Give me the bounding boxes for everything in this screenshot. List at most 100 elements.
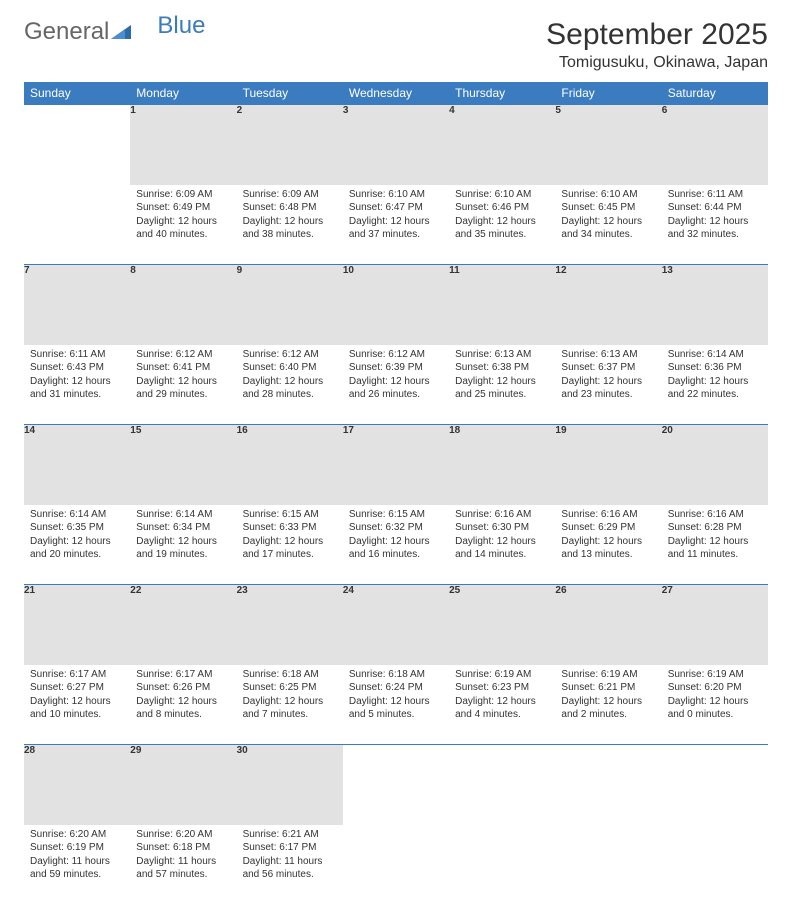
day-number	[449, 745, 555, 825]
day-number: 23	[237, 585, 343, 665]
day-number: 22	[130, 585, 236, 665]
day-cell: Sunrise: 6:10 AMSunset: 6:45 PMDaylight:…	[555, 185, 661, 265]
daylight-text: Daylight: 12 hours and 40 minutes.	[136, 215, 230, 242]
day-cell: Sunrise: 6:11 AMSunset: 6:43 PMDaylight:…	[24, 345, 130, 425]
day-number	[24, 105, 130, 185]
sunset-text: Sunset: 6:19 PM	[30, 841, 124, 855]
logo-text-blue: Blue	[157, 12, 205, 40]
sunrise-text: Sunrise: 6:12 AM	[349, 348, 443, 362]
sunset-text: Sunset: 6:40 PM	[243, 361, 337, 375]
day-number: 20	[662, 425, 768, 505]
sunset-text: Sunset: 6:33 PM	[243, 521, 337, 535]
day-cell: Sunrise: 6:20 AMSunset: 6:18 PMDaylight:…	[130, 825, 236, 905]
daylight-text: Daylight: 12 hours and 38 minutes.	[243, 215, 337, 242]
day-cell: Sunrise: 6:14 AMSunset: 6:36 PMDaylight:…	[662, 345, 768, 425]
day-cell: Sunrise: 6:19 AMSunset: 6:20 PMDaylight:…	[662, 665, 768, 745]
day-cell: Sunrise: 6:10 AMSunset: 6:47 PMDaylight:…	[343, 185, 449, 265]
sunset-text: Sunset: 6:49 PM	[136, 201, 230, 215]
daylight-text: Daylight: 12 hours and 31 minutes.	[30, 375, 124, 402]
sunset-text: Sunset: 6:21 PM	[561, 681, 655, 695]
sunrise-text: Sunrise: 6:20 AM	[30, 828, 124, 842]
logo-text-general: General	[24, 18, 109, 46]
sunrise-text: Sunrise: 6:12 AM	[136, 348, 230, 362]
day-number: 27	[662, 585, 768, 665]
day-content-row: Sunrise: 6:09 AMSunset: 6:49 PMDaylight:…	[24, 185, 768, 265]
daylight-text: Daylight: 12 hours and 10 minutes.	[30, 695, 124, 722]
day-number: 28	[24, 745, 130, 825]
daylight-text: Daylight: 11 hours and 57 minutes.	[136, 855, 230, 882]
daylight-text: Daylight: 12 hours and 35 minutes.	[455, 215, 549, 242]
sunset-text: Sunset: 6:32 PM	[349, 521, 443, 535]
daynum-row: 123456	[24, 105, 768, 185]
daynum-row: 78910111213	[24, 265, 768, 345]
sunrise-text: Sunrise: 6:12 AM	[243, 348, 337, 362]
day-cell	[24, 185, 130, 265]
sunrise-text: Sunrise: 6:10 AM	[349, 188, 443, 202]
day-cell: Sunrise: 6:10 AMSunset: 6:46 PMDaylight:…	[449, 185, 555, 265]
sunset-text: Sunset: 6:46 PM	[455, 201, 549, 215]
daylight-text: Daylight: 12 hours and 19 minutes.	[136, 535, 230, 562]
day-cell: Sunrise: 6:19 AMSunset: 6:23 PMDaylight:…	[449, 665, 555, 745]
calendar-body: 123456Sunrise: 6:09 AMSunset: 6:49 PMDay…	[24, 105, 768, 905]
sunset-text: Sunset: 6:26 PM	[136, 681, 230, 695]
day-number: 29	[130, 745, 236, 825]
daylight-text: Daylight: 11 hours and 56 minutes.	[243, 855, 337, 882]
day-content-row: Sunrise: 6:20 AMSunset: 6:19 PMDaylight:…	[24, 825, 768, 905]
day-cell: Sunrise: 6:14 AMSunset: 6:35 PMDaylight:…	[24, 505, 130, 585]
sunset-text: Sunset: 6:35 PM	[30, 521, 124, 535]
location: Tomigusuku, Okinawa, Japan	[546, 54, 768, 72]
daylight-text: Daylight: 12 hours and 16 minutes.	[349, 535, 443, 562]
daylight-text: Daylight: 12 hours and 7 minutes.	[243, 695, 337, 722]
sunset-text: Sunset: 6:23 PM	[455, 681, 549, 695]
logo-triangle-icon	[111, 18, 131, 46]
sunset-text: Sunset: 6:34 PM	[136, 521, 230, 535]
weekday-header-row: SundayMondayTuesdayWednesdayThursdayFrid…	[24, 82, 768, 105]
day-cell	[555, 825, 661, 905]
sunset-text: Sunset: 6:44 PM	[668, 201, 762, 215]
sunset-text: Sunset: 6:17 PM	[243, 841, 337, 855]
sunset-text: Sunset: 6:39 PM	[349, 361, 443, 375]
calendar-table: SundayMondayTuesdayWednesdayThursdayFrid…	[24, 82, 768, 905]
day-cell	[449, 825, 555, 905]
day-number: 10	[343, 265, 449, 345]
day-cell: Sunrise: 6:16 AMSunset: 6:28 PMDaylight:…	[662, 505, 768, 585]
sunrise-text: Sunrise: 6:19 AM	[561, 668, 655, 682]
sunset-text: Sunset: 6:18 PM	[136, 841, 230, 855]
day-cell: Sunrise: 6:17 AMSunset: 6:27 PMDaylight:…	[24, 665, 130, 745]
day-number: 11	[449, 265, 555, 345]
sunrise-text: Sunrise: 6:19 AM	[455, 668, 549, 682]
day-number	[662, 745, 768, 825]
daylight-text: Daylight: 12 hours and 37 minutes.	[349, 215, 443, 242]
day-number: 4	[449, 105, 555, 185]
sunset-text: Sunset: 6:24 PM	[349, 681, 443, 695]
sunrise-text: Sunrise: 6:19 AM	[668, 668, 762, 682]
day-cell	[662, 825, 768, 905]
weekday-header: Saturday	[662, 82, 768, 105]
weekday-header: Tuesday	[237, 82, 343, 105]
day-cell: Sunrise: 6:13 AMSunset: 6:38 PMDaylight:…	[449, 345, 555, 425]
day-cell: Sunrise: 6:16 AMSunset: 6:30 PMDaylight:…	[449, 505, 555, 585]
daylight-text: Daylight: 12 hours and 5 minutes.	[349, 695, 443, 722]
weekday-header: Friday	[555, 82, 661, 105]
day-number: 15	[130, 425, 236, 505]
daylight-text: Daylight: 11 hours and 59 minutes.	[30, 855, 124, 882]
sunrise-text: Sunrise: 6:16 AM	[455, 508, 549, 522]
sunrise-text: Sunrise: 6:11 AM	[668, 188, 762, 202]
sunrise-text: Sunrise: 6:14 AM	[668, 348, 762, 362]
sunset-text: Sunset: 6:25 PM	[243, 681, 337, 695]
sunrise-text: Sunrise: 6:10 AM	[455, 188, 549, 202]
sunrise-text: Sunrise: 6:11 AM	[30, 348, 124, 362]
weekday-header: Monday	[130, 82, 236, 105]
day-number: 12	[555, 265, 661, 345]
sunrise-text: Sunrise: 6:16 AM	[561, 508, 655, 522]
sunrise-text: Sunrise: 6:15 AM	[243, 508, 337, 522]
sunset-text: Sunset: 6:37 PM	[561, 361, 655, 375]
day-cell: Sunrise: 6:15 AMSunset: 6:33 PMDaylight:…	[237, 505, 343, 585]
day-number: 13	[662, 265, 768, 345]
day-cell: Sunrise: 6:09 AMSunset: 6:49 PMDaylight:…	[130, 185, 236, 265]
day-content-row: Sunrise: 6:17 AMSunset: 6:27 PMDaylight:…	[24, 665, 768, 745]
sunrise-text: Sunrise: 6:17 AM	[30, 668, 124, 682]
day-cell: Sunrise: 6:13 AMSunset: 6:37 PMDaylight:…	[555, 345, 661, 425]
day-number: 6	[662, 105, 768, 185]
sunset-text: Sunset: 6:47 PM	[349, 201, 443, 215]
